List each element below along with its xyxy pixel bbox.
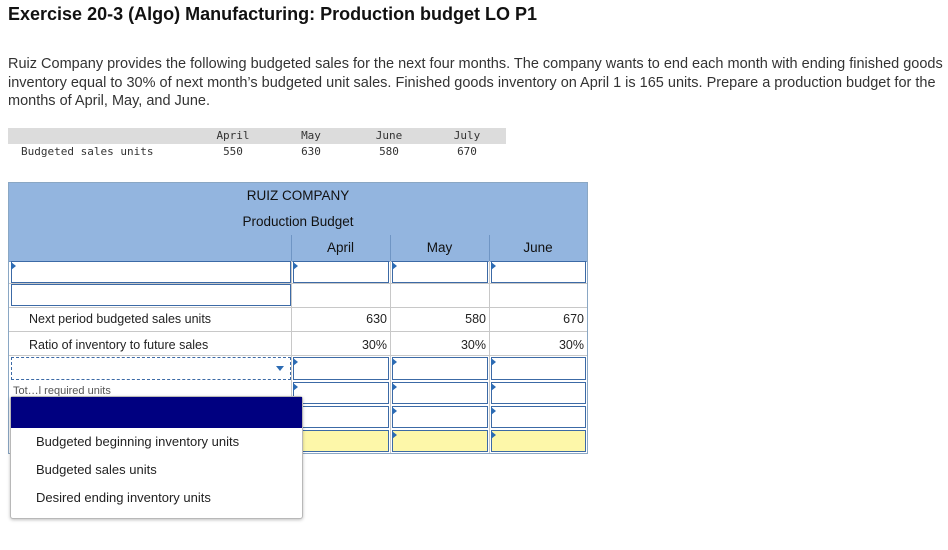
row1-may-marker (392, 262, 397, 270)
sales-row-label: Budgeted sales units (21, 145, 154, 158)
sales-month-april: April (216, 129, 250, 142)
row2-label-input[interactable] (11, 284, 291, 306)
row5-may-input[interactable] (392, 357, 488, 380)
sales-value-april: 550 (223, 145, 243, 158)
month-columns-header: April May June (9, 235, 587, 262)
row1-april-input[interactable] (293, 261, 389, 283)
row7-june-marker (491, 407, 496, 415)
sales-value-july: 670 (457, 145, 477, 158)
row7-may-input[interactable] (392, 406, 488, 428)
next-sales-may: 580 (465, 312, 486, 326)
sales-month-june: June (375, 129, 403, 142)
dropdown-option-beginning-inventory[interactable]: Budgeted beginning inventory units (36, 434, 240, 449)
budget-name: Production Budget (242, 214, 354, 229)
ratio-april: 30% (361, 338, 387, 352)
units-to-produce-april-input[interactable] (293, 430, 389, 452)
ratio-may: 30% (460, 338, 486, 352)
budgeted-sales-table: April May June July Budgeted sales units… (8, 128, 506, 160)
row-label-dropdown[interactable] (11, 357, 291, 380)
row1-label-input[interactable] (11, 261, 291, 283)
row1-june-marker (491, 262, 496, 270)
budget-name-header: Production Budget (9, 209, 587, 236)
next-sales-june: 670 (563, 312, 584, 326)
dropdown-selected-highlight[interactable] (11, 397, 302, 428)
next-sales-label: Next period budgeted sales units (29, 312, 212, 326)
hidden-row-label: Tot…l required units (13, 385, 111, 396)
chevron-down-icon (276, 366, 284, 371)
row7-april-input[interactable] (293, 406, 389, 428)
row7-june-input[interactable] (491, 406, 586, 428)
row1-april-marker (293, 262, 298, 270)
dropdown-option-ending-inventory[interactable]: Desired ending inventory units (36, 490, 211, 505)
exercise-title: Exercise 20-3 (Algo) Manufacturing: Prod… (8, 4, 538, 24)
sales-month-may: May (301, 129, 321, 142)
row5-april-marker (293, 358, 298, 366)
row6-april-marker (293, 383, 298, 391)
problem-description: Ruiz Company provides the following budg… (8, 56, 943, 109)
production-budget-worksheet: RUIZ COMPANY Production Budget April May… (8, 182, 588, 454)
row6-june-marker (491, 383, 496, 391)
ratio-label: Ratio of inventory to future sales (29, 338, 209, 352)
row6-june-input[interactable] (491, 382, 586, 404)
row7-may-marker (392, 407, 397, 415)
sales-table-header-band (8, 128, 506, 144)
sales-value-may: 630 (301, 145, 321, 158)
units-to-produce-may-input[interactable] (392, 430, 488, 452)
column-may: May (426, 240, 453, 255)
row-label-dropdown-menu: Budgeted beginning inventory units Budge… (10, 396, 303, 519)
row5-june-marker (491, 358, 496, 366)
row1-june-input[interactable] (491, 261, 586, 283)
sales-month-july: July (453, 129, 481, 142)
row6-april-input[interactable] (293, 382, 389, 404)
row5-april-input[interactable] (293, 357, 389, 380)
row1-may-input[interactable] (392, 261, 488, 283)
row6-may-input[interactable] (392, 382, 488, 404)
row5-june-input[interactable] (491, 357, 586, 380)
row6-may-marker (392, 383, 397, 391)
ratio-june: 30% (558, 338, 584, 352)
row8-may-marker (392, 431, 397, 439)
company-name: RUIZ COMPANY (246, 188, 350, 203)
row1-label-marker (11, 262, 16, 270)
column-april: April (326, 240, 354, 255)
dropdown-option-budgeted-sales[interactable]: Budgeted sales units (36, 462, 157, 477)
company-name-header: RUIZ COMPANY (9, 183, 587, 210)
row8-june-marker (491, 431, 496, 439)
column-june: June (523, 240, 553, 255)
next-sales-april: 630 (366, 312, 387, 326)
units-to-produce-june-input[interactable] (491, 430, 586, 452)
row5-may-marker (392, 358, 397, 366)
sales-value-june: 580 (379, 145, 399, 158)
